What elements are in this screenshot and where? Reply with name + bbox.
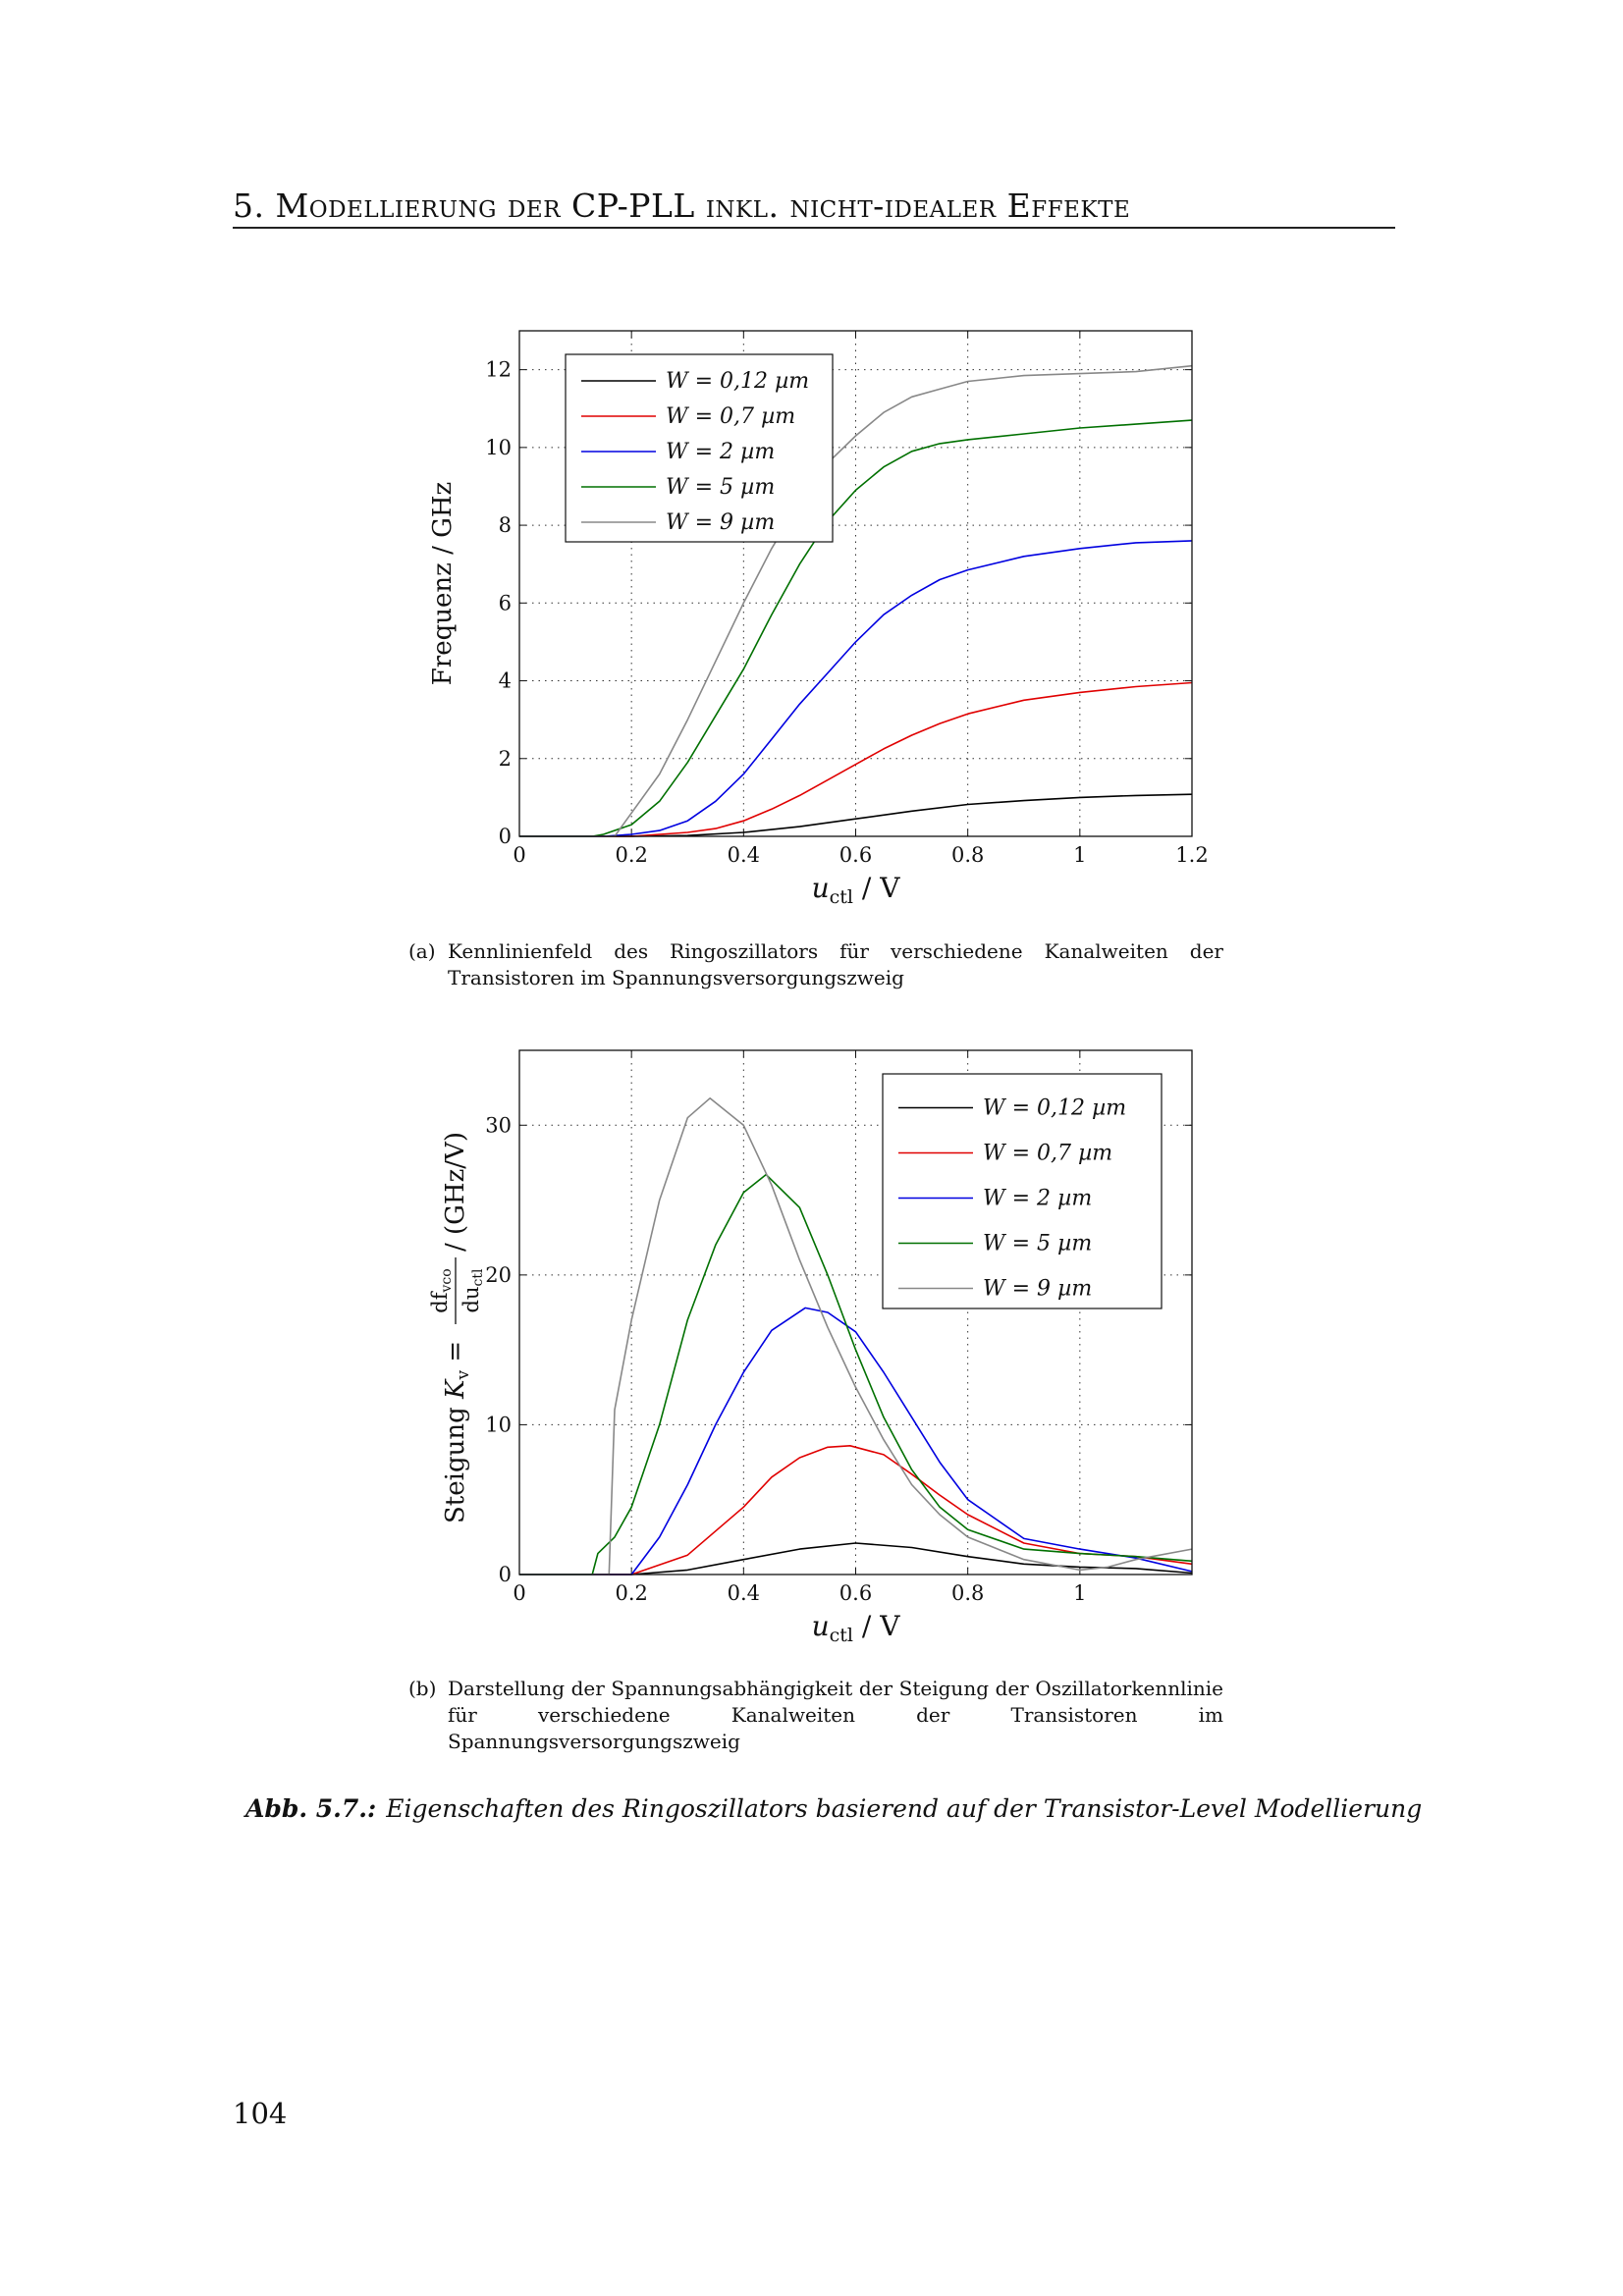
x-tick-label: 0.4 <box>728 843 760 867</box>
y-tick-label: 30 <box>485 1113 512 1137</box>
legend-label: W = 9 µm <box>983 1277 1092 1302</box>
legend-box <box>565 353 834 543</box>
y-label-num: df <box>428 1290 452 1312</box>
x-tick-label: 0 <box>513 1581 525 1605</box>
y-axis-label: Frequenz / GHz <box>428 482 458 686</box>
x-tick-label: 0.2 <box>615 1581 647 1605</box>
y-tick-label: 6 <box>499 591 512 614</box>
x-label-sub: ctl <box>830 1625 853 1646</box>
y-label-unit: / (GHz/V) <box>441 1132 470 1252</box>
y-label-num-sub: vco <box>439 1268 455 1293</box>
legend-label: W = 9 µm <box>666 510 775 535</box>
page-number: 104 <box>233 2097 288 2130</box>
y-tick-label: 20 <box>485 1263 512 1287</box>
y-label-eq: = <box>441 1341 470 1370</box>
figure-text: Eigenschaften des Ringoszillators basier… <box>386 1794 1423 1823</box>
x-tick-label: 1 <box>1073 843 1086 867</box>
caption-b: (b) Darstellung der Spannungsabhängigkei… <box>408 1676 1223 1755</box>
plot-frame <box>518 1049 1193 1575</box>
y-label-den: du <box>460 1286 483 1312</box>
chart-a: 0 0.2 0.4 0.6 0.8 1 1.2 0 2 4 6 8 10 12 W = 0,12 µm W =… <box>428 330 1209 908</box>
y-tick-label: 12 <box>485 358 512 382</box>
series-line <box>519 1307 1193 1575</box>
y-label-numerator: dfvco <box>428 1268 455 1312</box>
x-tick-label: 1 <box>1073 1581 1086 1605</box>
legend-box <box>882 1073 1163 1309</box>
x-label-main: u <box>812 1610 830 1642</box>
x-label-main: u <box>812 872 830 904</box>
header-rule <box>233 227 1395 229</box>
y-label-denominator: ductl <box>460 1268 486 1312</box>
y-label-k-sub: v <box>454 1370 473 1381</box>
x-axis-label: uctl / V <box>812 872 901 908</box>
series-line <box>519 1097 1193 1575</box>
legend-label: W = 2 µm <box>666 440 775 464</box>
x-axis-label: uctl / V <box>812 1610 901 1646</box>
legend-label: W = 5 µm <box>666 475 775 500</box>
x-tick-label: 0.6 <box>839 1581 872 1605</box>
y-label-den-sub: ctl <box>470 1268 486 1286</box>
plot-frame <box>518 330 1193 837</box>
series-line <box>519 540 1193 837</box>
x-tick-label: 1.2 <box>1175 843 1208 867</box>
y-tick-label: 0 <box>499 825 512 848</box>
series-line <box>519 1173 1193 1575</box>
y-tick-label: 0 <box>499 1563 512 1586</box>
x-tick-label: 0.4 <box>728 1581 760 1605</box>
series-line <box>519 1445 1193 1575</box>
legend-label: W = 0,12 µm <box>983 1096 1126 1121</box>
x-label-unit: / V <box>853 872 900 904</box>
x-label-sub: ctl <box>830 886 853 908</box>
x-tick-label: 0.8 <box>951 1581 984 1605</box>
x-tick-label: 0.2 <box>615 843 647 867</box>
legend-label: W = 0,7 µm <box>983 1142 1112 1166</box>
y-tick-label: 4 <box>499 669 512 693</box>
legend-label: W = 2 µm <box>983 1187 1092 1211</box>
series-line <box>519 419 1193 837</box>
legend-label: W = 0,12 µm <box>666 369 809 394</box>
figure-caption: Abb. 5.7.: Eigenschaften des Ringoszillat… <box>245 1794 1422 1823</box>
caption-a-label: (a) <box>408 939 436 963</box>
y-tick-label: 2 <box>499 747 512 771</box>
figure-label: Abb. 5.7.: <box>245 1794 377 1823</box>
x-tick-label: 0 <box>513 843 525 867</box>
x-label-unit: / V <box>853 1610 900 1642</box>
caption-b-text: Darstellung der Spannungsabhängigkeit de… <box>448 1677 1223 1753</box>
series-line <box>519 681 1193 837</box>
y-tick-label: 8 <box>499 513 512 537</box>
y-tick-label: 10 <box>485 1413 512 1436</box>
x-tick-label: 0.6 <box>839 843 872 867</box>
caption-a: (a) Kennlinienfeld des Ringoszillators f… <box>408 938 1223 991</box>
y-label-prefix: Steigung <box>441 1399 470 1523</box>
legend-label: W = 0,7 µm <box>666 404 795 429</box>
legend-label: W = 5 µm <box>983 1232 1092 1256</box>
caption-b-label: (b) <box>408 1677 437 1700</box>
chapter-header: 5. Modellierung der CP-PLL inkl. nicht-i… <box>233 187 1131 225</box>
x-tick-label: 0.8 <box>951 843 984 867</box>
y-tick-label: 10 <box>485 436 512 459</box>
caption-a-text: Kennlinienfeld des Ringoszillators für v… <box>448 939 1223 989</box>
y-label-k: K <box>441 1378 470 1400</box>
series-line <box>519 1542 1193 1575</box>
y-label-lead: Steigung Kv = <box>441 1341 473 1523</box>
